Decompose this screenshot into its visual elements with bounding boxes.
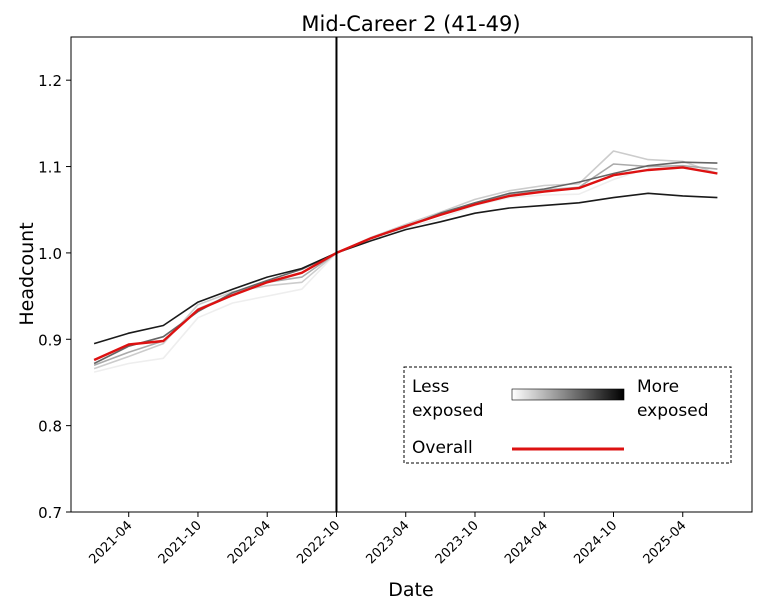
series-line-exposure bbox=[93, 192, 718, 345]
legend: Less exposed More exposed Overall bbox=[403, 366, 732, 464]
y-tick-label: 1.0 bbox=[38, 245, 62, 263]
y-tick-label: 0.7 bbox=[38, 504, 62, 522]
x-tick-label: 2023-04 bbox=[364, 518, 413, 567]
y-tick-label: 1.1 bbox=[38, 159, 62, 177]
series-lines bbox=[93, 37, 718, 512]
x-tick-label: 2023-10 bbox=[433, 518, 482, 567]
y-tick-label: 0.9 bbox=[38, 331, 62, 349]
chart-title: Mid-Career 2 (41-49) bbox=[301, 12, 520, 36]
x-tick-label: 2025-04 bbox=[641, 518, 690, 567]
x-tick-label: 2021-10 bbox=[156, 518, 205, 567]
y-tick-label: 1.2 bbox=[38, 72, 62, 90]
plot-frame bbox=[70, 36, 753, 513]
x-tick-label: 2022-04 bbox=[225, 518, 274, 567]
legend-overall-label: Overall bbox=[412, 438, 473, 458]
y-axis-label: Headcount bbox=[16, 222, 38, 325]
series-line-exposure bbox=[93, 165, 718, 373]
y-axis: 0.7 0.8 0.9 1.0 1.1 1.2 bbox=[38, 72, 71, 522]
x-tick-label: 2024-04 bbox=[502, 518, 551, 567]
legend-more-exposed-label: More exposed bbox=[637, 377, 709, 421]
x-tick-label: 2022-10 bbox=[294, 518, 343, 567]
series-line-exposure bbox=[93, 161, 718, 365]
x-tick-label: 2021-04 bbox=[87, 518, 136, 567]
legend-exposure-gradient bbox=[511, 388, 625, 401]
x-tick-label: 2024-10 bbox=[571, 518, 620, 567]
legend-box bbox=[403, 366, 732, 464]
x-axis: 2021-04 2021-10 2022-04 2022-10 2023-04 2023-… bbox=[87, 512, 690, 567]
x-axis-label: Date bbox=[388, 579, 433, 601]
legend-less-exposed-label: Less exposed bbox=[412, 377, 484, 421]
series-line-overall bbox=[93, 166, 718, 362]
y-tick-label: 0.8 bbox=[38, 418, 62, 436]
series-line-exposure bbox=[93, 163, 718, 366]
series-line-exposure bbox=[93, 150, 718, 370]
